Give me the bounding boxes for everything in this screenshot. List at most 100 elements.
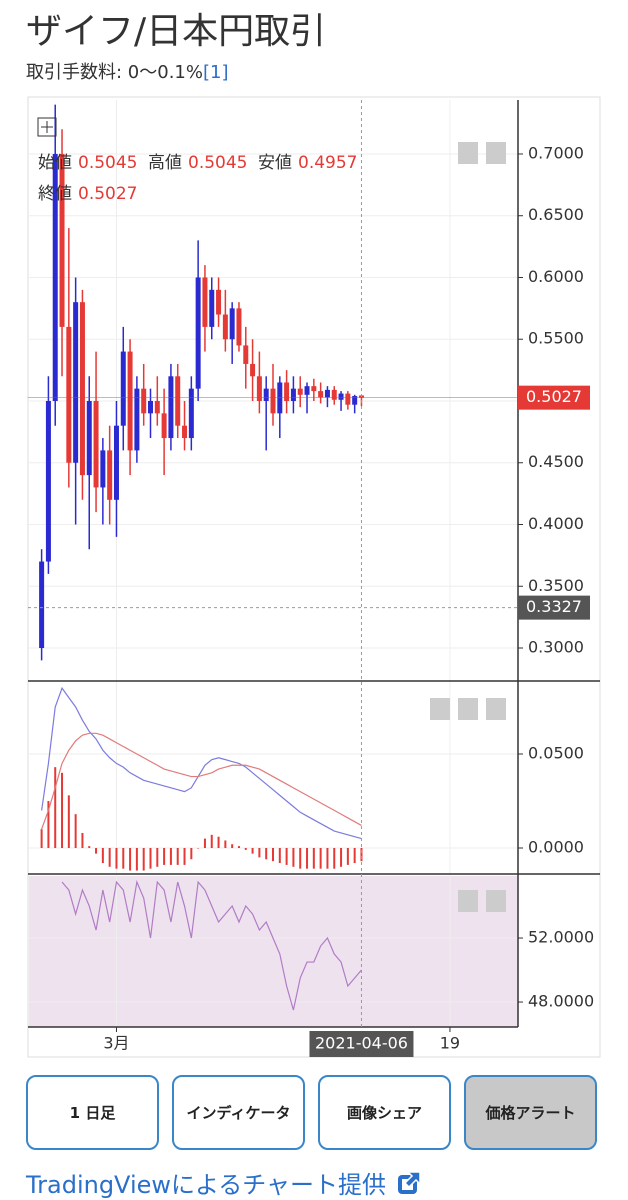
candle-body [120, 351, 126, 426]
candle-body [256, 376, 262, 401]
macd-histogram-bar [285, 847, 288, 865]
macd-histogram-bar [244, 847, 247, 850]
pane-button[interactable] [458, 142, 478, 164]
macd-histogram-bar [135, 847, 138, 871]
candle-body [345, 393, 351, 405]
pane-button[interactable] [486, 698, 506, 720]
candle-body [100, 450, 106, 488]
candle-body [148, 400, 153, 414]
macd-histogram-bar [272, 847, 274, 862]
macd-histogram-bar [203, 838, 206, 848]
macd-histogram-bar [163, 847, 166, 865]
macd-histogram-bar [61, 772, 64, 848]
macd-histogram-bar [40, 829, 43, 848]
macd-histogram-bar [142, 847, 145, 871]
macd-histogram-bar [251, 847, 254, 854]
candle-body [86, 400, 92, 476]
crosshair-y-box [518, 595, 590, 620]
candle-body [175, 376, 181, 426]
pane-button[interactable] [458, 698, 478, 720]
candle-body [66, 326, 72, 463]
data-layer [39, 104, 364, 1011]
macd-histogram-bar [265, 847, 268, 860]
pane-button[interactable] [486, 142, 506, 164]
macd-histogram-bar [217, 836, 220, 848]
candle-body [338, 393, 344, 400]
candle-body [304, 386, 310, 395]
macd-line [41, 686, 362, 840]
candle-body [297, 388, 303, 395]
candle-body [209, 289, 215, 327]
macd-histogram-bar [326, 847, 329, 869]
footer-text[interactable]: TradingViewによるチャート提供 [26, 1171, 387, 1199]
candle-body [290, 388, 296, 401]
button[interactable]: インディケータ [172, 1075, 305, 1150]
candle-body [263, 388, 269, 401]
macd-histogram-bar [183, 847, 186, 865]
macd-histogram-bar [149, 847, 152, 869]
button[interactable]: 画像シェア [318, 1075, 451, 1150]
macd-histogram-bar [346, 847, 349, 865]
candle-body [93, 400, 99, 488]
last-price-label: 0.5027 [526, 387, 582, 406]
macd-histogram-bar [333, 847, 336, 869]
footer[interactable]: TradingViewによるチャート提供 [26, 1165, 422, 1200]
candle-body [79, 302, 85, 476]
x-tick-label: 19 [440, 1034, 460, 1053]
y-tick-label: 0.3000 [528, 638, 584, 657]
ohlc-label: 安値 [258, 153, 292, 173]
rsi-line [61, 879, 362, 1011]
ohlc-label: 終値 [38, 184, 72, 204]
candle-body [352, 396, 358, 405]
candle-body [107, 450, 113, 500]
candle-body [161, 413, 167, 439]
candle-body [59, 153, 65, 327]
y-tick-label: 52.0000 [528, 928, 594, 947]
ohlc-value: 0.4957 [298, 153, 357, 173]
macd-histogram-bar [122, 847, 125, 869]
macd-histogram-bar [210, 834, 213, 848]
macd-histogram-bar [67, 795, 70, 848]
candle-body [113, 425, 119, 500]
fee-text: 取引手数料: 0〜0.1% [26, 62, 203, 83]
crosshair-x-label: 2021-04-06 [315, 1034, 408, 1053]
ohlc-label: 始値 [38, 153, 72, 173]
macd-histogram-bar [190, 847, 193, 860]
button[interactable]: 1 日足 [26, 1075, 159, 1150]
button[interactable]: 価格アラート [464, 1075, 597, 1150]
y-tick-label: 0.6000 [528, 267, 584, 286]
signal-line [41, 732, 362, 830]
candle-body [311, 386, 317, 392]
macd-histogram-bar [156, 847, 159, 867]
pane-button[interactable] [430, 698, 450, 720]
candle-body [154, 400, 160, 414]
macd-histogram-bar [108, 847, 111, 867]
crosshair-x-box [309, 1031, 414, 1057]
expand-icon[interactable] [37, 117, 57, 137]
candle-body [188, 388, 194, 439]
candle-body [270, 388, 276, 414]
macd-histogram-bar [340, 847, 343, 867]
ohlc-readout: 始値 0.5045 [38, 153, 137, 173]
chart: 0.30000.35000.40000.45000.50000.55000.60… [27, 96, 601, 1058]
ohlc-value: 0.5027 [78, 184, 137, 204]
candle-body [45, 400, 51, 562]
macd-histogram-bar [292, 847, 295, 867]
macd-histogram-bar [278, 847, 281, 864]
candle-body [331, 389, 337, 400]
y-tick-label: 0.0000 [528, 837, 584, 856]
pane-button[interactable] [486, 890, 506, 912]
candle-body [168, 376, 174, 439]
y-tick-label: 0.6500 [528, 205, 584, 224]
footnote-link[interactable]: [1] [202, 62, 229, 83]
pane-button[interactable] [458, 890, 478, 912]
candle-body [324, 389, 330, 398]
fee-line: 取引手数料: 0〜0.1%[1] [26, 58, 228, 84]
ohlc-value: 0.5045 [188, 153, 247, 173]
ohlc-readout: 安値 0.4957 [258, 153, 357, 173]
macd-histogram-bar [306, 847, 309, 869]
macd-histogram-bar [129, 847, 132, 871]
candle-body [243, 345, 249, 364]
candle-body [236, 308, 242, 346]
